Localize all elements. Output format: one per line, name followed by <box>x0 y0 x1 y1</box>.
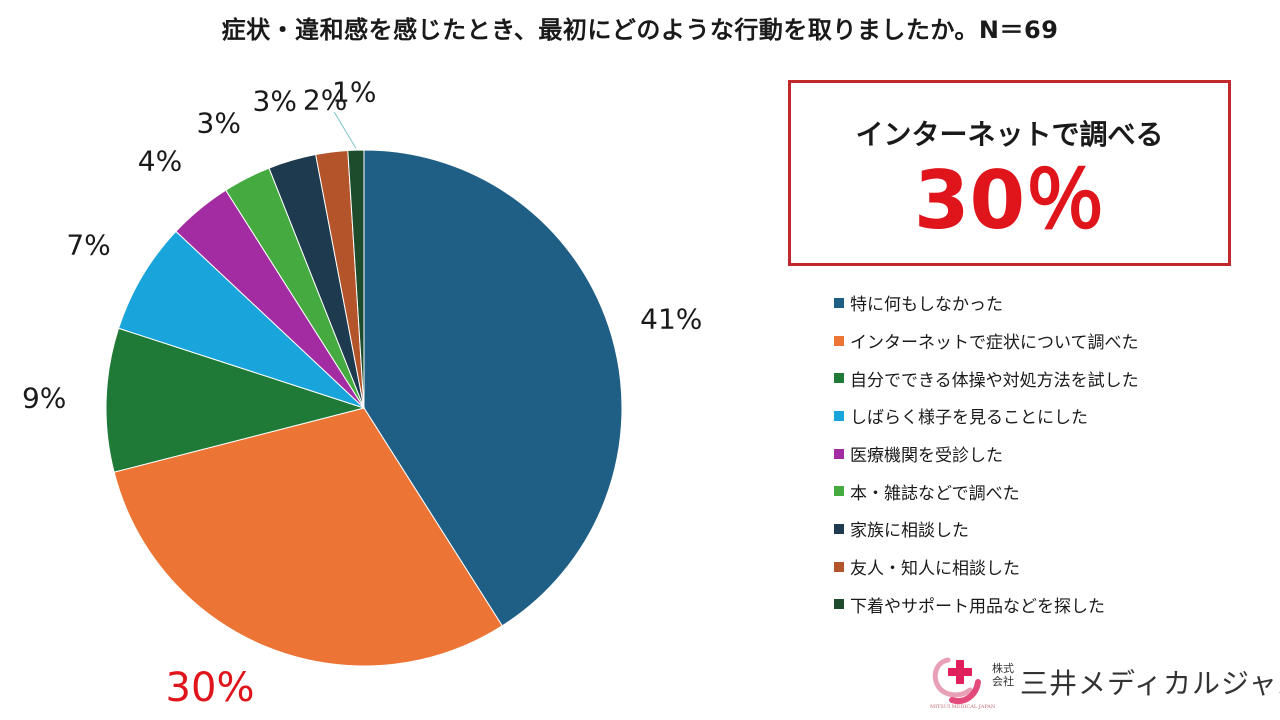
legend-label: 家族に相談した <box>850 521 969 542</box>
pie-slice-4 <box>117 230 365 409</box>
legend-item: 本・雑誌などで調べた <box>834 472 1139 510</box>
logo-company-kind: 株式会社 <box>992 662 1014 688</box>
legend-swatch <box>834 523 844 534</box>
slice-label-4: 7% <box>66 228 111 262</box>
slice-label-8: 2% <box>302 83 348 117</box>
slice-label-1: 41% <box>640 302 703 336</box>
slice-label-3: 9% <box>21 381 67 415</box>
legend-label: 友人・知人に相談した <box>850 559 1020 580</box>
legend-label: 下着やサポート用品などを探した <box>850 596 1105 617</box>
legend-item: しばらく様子を見ることにした <box>834 397 1139 435</box>
slice-label-9: 1% <box>332 75 377 109</box>
legend-swatch <box>834 373 844 384</box>
pie-slice-3 <box>105 327 366 473</box>
legend-swatch <box>834 448 844 459</box>
legend-item: 家族に相談した <box>834 510 1139 548</box>
pie-slice-2 <box>113 407 503 667</box>
logo-subtitle: MITSUI MEDICAL JAPAN <box>930 704 996 710</box>
slice-label-5: 4% <box>137 144 183 178</box>
legend-label: 特に何もしなかった <box>850 295 1003 316</box>
pie-slice-9 <box>347 149 365 409</box>
legend-swatch <box>834 410 844 421</box>
company-logo: MITSUI MEDICAL JAPAN 株式会社 三井メディカルジャパン <box>930 652 1280 710</box>
legend-item: インターネットで症状について調べた <box>834 322 1139 360</box>
legend-swatch <box>834 297 844 308</box>
highlight-callout: インターネットで調べる 30％ <box>788 80 1231 266</box>
slice-label-2: 30% <box>165 665 255 711</box>
slice-leader-line <box>333 111 357 149</box>
chart-title: 症状・違和感を感じたとき、最初にどのような行動を取りましたか。N＝69 <box>221 16 1059 44</box>
legend-item: 下着やサポート用品などを探した <box>834 586 1139 624</box>
legend-item: 友人・知人に相談した <box>834 548 1139 586</box>
callout-value: 30％ <box>913 154 1106 247</box>
legend-label: 医療機関を受診した <box>850 446 1003 467</box>
chart-legend: 特に何もしなかったインターネットで症状について調べた 自分でできる体操や対処方法を… <box>834 284 1139 623</box>
legend-item: 特に何もしなかった <box>834 284 1139 322</box>
legend-label: 自分でできる体操や対処方法を試した <box>850 370 1139 391</box>
slice-label-7: 3% <box>252 84 297 118</box>
legend-item: 自分でできる体操や対処方法を試した <box>834 359 1139 397</box>
logo-company-name: 三井メディカルジャパン <box>1020 667 1280 700</box>
legend-swatch <box>834 486 844 497</box>
pie-slice-1 <box>363 149 623 627</box>
legend-label: 本・雑誌などで調べた <box>850 483 1020 504</box>
legend-swatch <box>834 599 844 610</box>
legend-item: 医療機関を受診した <box>834 435 1139 473</box>
callout-title: インターネットで調べる <box>855 118 1164 151</box>
legend-swatch <box>834 335 844 346</box>
legend-label: しばらく様子を見ることにした <box>850 408 1088 429</box>
slice-label-6: 3% <box>196 106 241 140</box>
legend-label: インターネットで症状について調べた <box>850 333 1139 354</box>
logo-mark-icon <box>932 657 981 704</box>
legend-swatch <box>834 561 844 572</box>
